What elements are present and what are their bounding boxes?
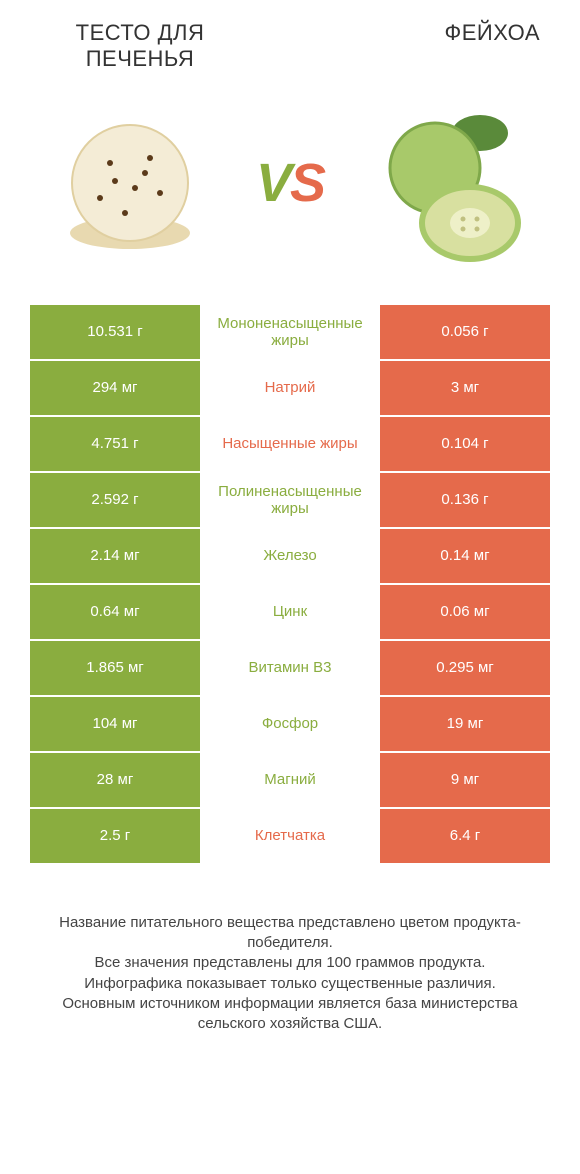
- comparison-table: 10.531 гМононенасыщенные жиры0.056 г294 …: [30, 303, 550, 863]
- nutrient-label-cell: Железо: [200, 529, 380, 583]
- footer-notes: Название питательного вещества представл…: [0, 863, 580, 1035]
- right-value-cell: 9 мг: [380, 753, 550, 807]
- table-row: 2.5 гКлетчатка6.4 г: [30, 807, 550, 863]
- table-row: 4.751 гНасыщенные жиры0.104 г: [30, 415, 550, 471]
- nutrient-label-cell: Насыщенные жиры: [200, 417, 380, 471]
- right-value-cell: 0.295 мг: [380, 641, 550, 695]
- right-value-cell: 0.056 г: [380, 305, 550, 359]
- table-row: 2.592 гПолиненасыщенные жиры0.136 г: [30, 471, 550, 527]
- nutrient-label-cell: Полиненасыщенные жиры: [200, 473, 380, 527]
- right-value-cell: 0.104 г: [380, 417, 550, 471]
- footer-line: Основным источником информации является …: [30, 994, 550, 1035]
- table-row: 0.64 мгЦинк0.06 мг: [30, 583, 550, 639]
- right-food-image: [360, 93, 540, 273]
- right-value-cell: 19 мг: [380, 697, 550, 751]
- left-value-cell: 10.531 г: [30, 305, 200, 359]
- right-value-cell: 0.14 мг: [380, 529, 550, 583]
- right-value-cell: 3 мг: [380, 361, 550, 415]
- right-food-title: ФЕЙХОА: [380, 20, 540, 46]
- right-value-cell: 6.4 г: [380, 809, 550, 863]
- left-value-cell: 2.14 мг: [30, 529, 200, 583]
- left-food-image: [40, 93, 220, 273]
- left-value-cell: 28 мг: [30, 753, 200, 807]
- vs-letter-s: S: [290, 153, 324, 213]
- nutrient-label-cell: Витамин B3: [200, 641, 380, 695]
- vs-badge: VS: [256, 152, 324, 214]
- nutrient-label-cell: Цинк: [200, 585, 380, 639]
- footer-line: Инфографика показывает только существенн…: [30, 974, 550, 994]
- table-row: 104 мгФосфор19 мг: [30, 695, 550, 751]
- left-value-cell: 1.865 мг: [30, 641, 200, 695]
- footer-line: Название питательного вещества представл…: [30, 913, 550, 954]
- nutrient-label-cell: Фосфор: [200, 697, 380, 751]
- left-food-title: ТЕСТО ДЛЯ ПЕЧЕНЬЯ: [40, 20, 240, 73]
- left-value-cell: 2.592 г: [30, 473, 200, 527]
- right-value-cell: 0.136 г: [380, 473, 550, 527]
- vs-letter-v: V: [256, 153, 290, 213]
- right-value-cell: 0.06 мг: [380, 585, 550, 639]
- footer-line: Все значения представлены для 100 граммо…: [30, 953, 550, 973]
- table-row: 294 мгНатрий3 мг: [30, 359, 550, 415]
- header: ТЕСТО ДЛЯ ПЕЧЕНЬЯ ФЕЙХОА: [0, 0, 580, 83]
- table-row: 2.14 мгЖелезо0.14 мг: [30, 527, 550, 583]
- nutrient-label-cell: Натрий: [200, 361, 380, 415]
- table-row: 10.531 гМононенасыщенные жиры0.056 г: [30, 303, 550, 359]
- left-value-cell: 104 мг: [30, 697, 200, 751]
- nutrient-label-cell: Клетчатка: [200, 809, 380, 863]
- nutrient-label-cell: Магний: [200, 753, 380, 807]
- left-value-cell: 2.5 г: [30, 809, 200, 863]
- left-value-cell: 294 мг: [30, 361, 200, 415]
- table-row: 1.865 мгВитамин B30.295 мг: [30, 639, 550, 695]
- table-row: 28 мгМагний9 мг: [30, 751, 550, 807]
- images-row: VS: [0, 83, 580, 303]
- left-value-cell: 0.64 мг: [30, 585, 200, 639]
- left-value-cell: 4.751 г: [30, 417, 200, 471]
- nutrient-label-cell: Мононенасыщенные жиры: [200, 305, 380, 359]
